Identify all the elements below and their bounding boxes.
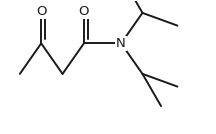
Text: N: N bbox=[116, 37, 126, 50]
Text: O: O bbox=[36, 5, 46, 18]
Text: O: O bbox=[79, 5, 89, 18]
